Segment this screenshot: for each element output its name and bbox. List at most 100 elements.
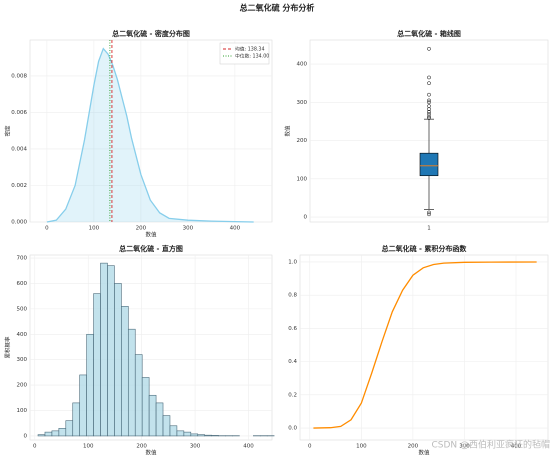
x-tick-label: 100	[89, 226, 100, 232]
y-tick-label: 200	[17, 383, 28, 389]
bar	[44, 431, 53, 437]
y-tick-label: 0.0	[288, 426, 297, 432]
plot-area	[299, 254, 549, 441]
bar	[204, 434, 212, 437]
x-tick-label: 0	[308, 444, 312, 450]
x-tick-label: 400	[230, 226, 241, 232]
y-tick-label: 0.8	[288, 293, 297, 299]
x-axis-label: 数值	[145, 449, 157, 456]
y-tick-label: 400	[297, 62, 308, 68]
bar	[72, 402, 80, 437]
subplot-title: 总二氧化硫 - 直方图	[119, 244, 183, 253]
bar	[141, 377, 150, 437]
bar	[155, 402, 164, 437]
y-tick-label: 0.002	[11, 183, 27, 189]
outlier	[427, 110, 431, 114]
y-tick-label: 0.2	[288, 392, 297, 398]
legend-label: 中位数: 134.00	[235, 53, 269, 60]
bar	[79, 374, 87, 437]
outlier	[427, 100, 431, 105]
y-tick-label: 1.0	[288, 259, 297, 265]
y-tick-label: 400	[17, 332, 28, 338]
y-tick-label: 0	[304, 215, 308, 221]
subplot-title: 总二氧化硫 - 累积分布函数	[382, 244, 468, 253]
bar	[58, 428, 67, 437]
outlier	[427, 92, 431, 97]
plot-area	[29, 39, 273, 223]
y-tick-label: 0.008	[11, 73, 27, 79]
outlier	[427, 46, 431, 51]
area	[46, 48, 254, 222]
x-axis-label: 数值	[418, 449, 430, 456]
y-axis-label: 累积概率	[4, 336, 12, 359]
y-tick-label: 0.004	[11, 146, 27, 152]
bar	[148, 394, 157, 437]
line	[46, 47, 254, 223]
y-axis-label: 密度	[4, 125, 12, 137]
y-tick-label: 100	[297, 176, 308, 182]
x-axis-label: 数值	[145, 231, 157, 239]
bar	[51, 430, 60, 437]
bar	[121, 306, 129, 437]
outlier	[427, 111, 431, 116]
outlier	[427, 104, 431, 108]
outlier	[427, 114, 431, 119]
bar	[65, 420, 74, 437]
bar	[86, 333, 94, 437]
x-tick-label: 200	[136, 226, 147, 232]
outlier	[427, 116, 431, 120]
x-tick-label: 0	[45, 226, 49, 232]
subplot-title: 总二氧化硫 - 密度分布图	[112, 29, 190, 38]
y-axis-label: 数值	[284, 125, 292, 137]
outlier	[427, 81, 431, 86]
x-tick-label: 200	[408, 444, 419, 450]
x-tick-label: 400	[243, 444, 254, 450]
subplot: 0.0 0.2 0.4 0.6 0.8 1.0 0 100 200 300 400 总二氧化硫 - 累…	[288, 244, 549, 456]
subplot: 0.000 0.002 0.004 0.006 0.008 0 100 200 300 400 总二…	[4, 29, 273, 239]
bar	[100, 262, 108, 437]
x-tick-label: 100	[356, 444, 367, 450]
outlier	[427, 210, 431, 215]
outlier	[427, 212, 431, 217]
bar	[183, 431, 192, 437]
x-tick-label: 400	[511, 444, 522, 450]
x-tick-label: 100	[83, 444, 94, 450]
y-tick-label: 0.4	[288, 359, 297, 365]
bar	[211, 435, 219, 437]
bar	[114, 283, 122, 437]
bar	[162, 415, 171, 437]
bar	[107, 265, 115, 437]
y-tick-label: 100	[17, 408, 28, 414]
bar	[134, 354, 143, 437]
box	[419, 152, 439, 177]
x-tick-label: 0	[33, 444, 37, 450]
bar	[37, 434, 46, 437]
y-tick-label: 0	[24, 433, 28, 439]
y-tick-label: 500	[17, 306, 28, 312]
x-tick-label: 200	[136, 444, 147, 450]
bar	[127, 328, 136, 437]
x-tick-label: 300	[190, 444, 201, 450]
y-tick-label: 0.006	[11, 110, 27, 116]
y-tick-label: 300	[297, 100, 308, 106]
bar	[169, 425, 178, 437]
subplot-title: 总二氧化硫 - 箱线图	[397, 29, 461, 38]
outlier	[427, 75, 431, 80]
bar	[197, 434, 205, 437]
y-tick-label: 700	[17, 256, 28, 262]
bar	[190, 433, 199, 437]
figure-title: 总二氧化硫 分布分析	[240, 3, 315, 13]
legend-label: 均值: 138.34	[235, 46, 265, 53]
subplot: 0 100 200 300 400 500 600 700 0 100 200 300 400 总二氧化硫…	[4, 244, 275, 456]
x-tick-label: 300	[183, 226, 194, 232]
y-tick-label: 0.6	[288, 326, 297, 332]
bar	[93, 293, 101, 437]
bar	[176, 430, 185, 437]
x-tick-label: 300	[459, 444, 470, 450]
line	[313, 261, 537, 429]
y-tick-label: 200	[297, 138, 308, 144]
legend	[219, 42, 270, 65]
y-tick-label: 600	[17, 281, 28, 287]
